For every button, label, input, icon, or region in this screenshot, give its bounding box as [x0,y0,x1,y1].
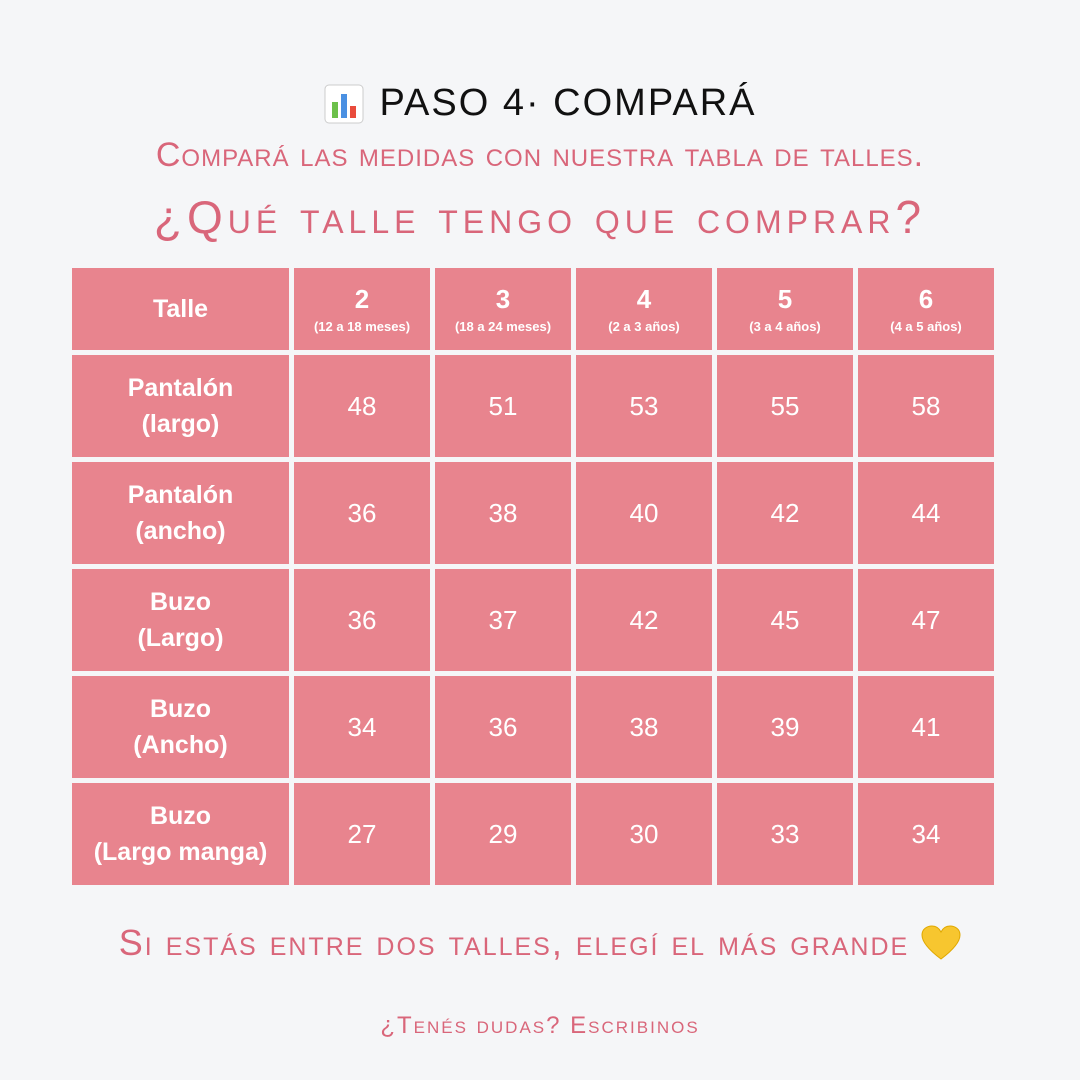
age-range: (2 a 3 años) [608,319,680,334]
value: 41 [911,711,941,742]
row-label: (Ancho) [133,731,228,759]
value: 47 [911,604,941,635]
row-label-cell: Buzo (Largo) [72,569,289,671]
value: 29 [488,818,518,849]
value: 34 [347,711,377,742]
value-cell: 42 [717,462,853,564]
row-label: (Largo) [137,624,224,652]
size: 4 [636,284,652,314]
value-cell: 45 [717,569,853,671]
chart-icon [324,84,363,123]
size: 5 [777,284,793,314]
header-label: Talle [152,294,209,323]
tip: Si estás entre dos talles, elegí el más … [118,922,910,963]
row-label-cell: Pantalón (ancho) [72,462,289,564]
value: 36 [347,497,377,528]
value: 27 [347,818,377,849]
value-cell: 44 [858,462,994,564]
value-cell: 51 [435,355,571,457]
value: 39 [770,711,800,742]
value-cell: 36 [294,462,430,564]
value: 42 [770,497,800,528]
value-cell: 39 [717,676,853,778]
value: 34 [911,818,941,849]
row-label: Pantalón [127,374,234,402]
size: 6 [918,284,934,314]
title-row: PASO 4· COMPARÁ [0,82,1080,125]
header-cell: 2 (12 a 18 meses) [294,268,430,350]
header-cell: 3 (18 a 24 meses) [435,268,571,350]
row-label: (ancho) [135,517,226,545]
value-cell: 27 [294,783,430,885]
tip-row: Si estás entre dos talles, elegí el más … [0,922,1080,964]
size: 3 [495,284,511,314]
value: 44 [911,497,941,528]
row-label: Buzo [149,802,212,830]
age-range: (12 a 18 meses) [313,319,411,334]
contact: ¿Tenés dudas? Escribinos [380,1012,700,1039]
row-label: Buzo [149,695,212,723]
value-cell: 40 [576,462,712,564]
value: 30 [629,818,659,849]
subtitle: Compará las medidas con nuestra tabla de… [155,136,925,174]
value-cell: 38 [576,676,712,778]
value-cell: 53 [576,355,712,457]
value: 53 [629,390,659,421]
header-cell: 4 (2 a 3 años) [576,268,712,350]
row-label-cell: Buzo (Largo manga) [72,783,289,885]
value-cell: 34 [294,676,430,778]
value-cell: 41 [858,676,994,778]
value: 58 [911,390,941,421]
value-cell: 37 [435,569,571,671]
value: 38 [629,711,659,742]
value-cell: 29 [435,783,571,885]
heart-icon [921,925,961,960]
value-cell: 48 [294,355,430,457]
value: 38 [488,497,518,528]
value-cell: 36 [435,676,571,778]
value: 48 [347,390,377,421]
value: 33 [770,818,800,849]
size: 2 [354,284,370,314]
value-cell: 55 [717,355,853,457]
value: 36 [488,711,518,742]
value-cell: 30 [576,783,712,885]
value: 36 [347,604,377,635]
row-label: (largo) [141,410,220,438]
value-cell: 58 [858,355,994,457]
value: 45 [770,604,800,635]
row-label: (Largo manga) [93,838,268,866]
age-range: (3 a 4 años) [749,319,821,334]
value-cell: 47 [858,569,994,671]
age-range: (4 a 5 años) [890,319,962,334]
value: 55 [770,390,800,421]
size-table: Talle 2 (12 a 18 meses) 3 (18 a 24 meses) 4 (2… [72,268,994,885]
value: 37 [488,604,518,635]
value: 40 [629,497,659,528]
value: 51 [488,390,518,421]
value-cell: 38 [435,462,571,564]
age-range: (18 a 24 meses) [454,319,552,334]
value-cell: 36 [294,569,430,671]
value-cell: 33 [717,783,853,885]
title: PASO 4· COMPARÁ [379,82,757,124]
row-label: Buzo [149,588,212,616]
question: ¿Qué talle tengo que comprar? [153,191,927,243]
header-cell: 5 (3 a 4 años) [717,268,853,350]
header-cell: 6 (4 a 5 años) [858,268,994,350]
row-label-cell: Buzo (Ancho) [72,676,289,778]
value-cell: 42 [576,569,712,671]
value: 42 [629,604,659,635]
row-label-cell: Pantalón (largo) [72,355,289,457]
row-label: Pantalón [127,481,234,509]
value-cell: 34 [858,783,994,885]
header-cell: Talle [72,268,289,350]
